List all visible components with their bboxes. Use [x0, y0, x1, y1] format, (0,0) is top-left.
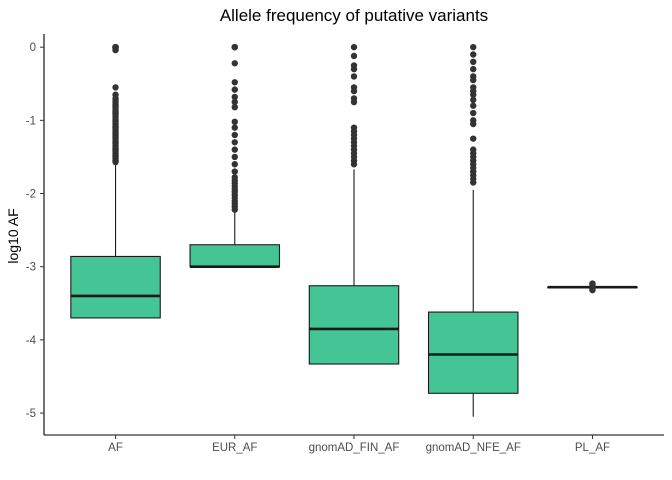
y-axis-ticks: 0 -1 -2 -3 -4 -5 [26, 42, 44, 420]
outlier-point [470, 91, 477, 98]
outlier-point [350, 73, 358, 80]
outlier-point [470, 179, 477, 186]
outlier-point [470, 120, 477, 128]
outlier-point [231, 153, 238, 161]
box-group [547, 280, 638, 294]
outlier-point [231, 93, 238, 101]
outlier-point [470, 96, 477, 104]
y-axis-label: log10 AF [5, 208, 21, 263]
x-tick-label: gnomAD_NFE_AF [426, 442, 521, 454]
outlier-point [231, 131, 238, 139]
outlier-point [350, 65, 358, 73]
box [427, 311, 519, 394]
outlier-point [470, 65, 477, 73]
y-tick-label: -1 [26, 115, 36, 127]
outlier-point [112, 46, 119, 54]
outlier-point [112, 158, 119, 166]
outlier-point [350, 87, 358, 95]
box-group [308, 43, 400, 365]
chart-title: Allele frequency of putative variants [220, 6, 488, 25]
outlier-point [112, 84, 119, 91]
outlier-point [231, 139, 238, 146]
y-tick-label: -2 [26, 189, 36, 201]
outlier-point [231, 118, 238, 126]
outlier-point [350, 52, 358, 60]
outlier-point [231, 146, 238, 153]
outlier-point [470, 51, 477, 58]
outlier-point [231, 168, 238, 175]
x-tick-label: AF [108, 442, 123, 454]
outlier-point [470, 76, 477, 84]
y-tick-label: -4 [26, 335, 37, 347]
outlier-point [231, 98, 238, 106]
y-tick-label: -3 [26, 262, 36, 274]
outlier-point [231, 60, 238, 67]
y-tick-label: 0 [30, 42, 36, 54]
outlier-point [231, 124, 238, 131]
outlier-point [231, 79, 238, 86]
outlier-point [231, 206, 238, 213]
outlier-point [231, 161, 238, 168]
outlier-point [350, 43, 358, 51]
outlier-point [231, 43, 238, 51]
outlier-point [470, 43, 477, 51]
outlier-point [470, 109, 477, 117]
outlier-point [470, 135, 477, 142]
box [308, 285, 400, 365]
outlier-point [470, 102, 477, 109]
box-group [189, 43, 281, 268]
box-group [70, 43, 161, 319]
outlier-point [350, 98, 358, 106]
x-tick-label: PL_AF [575, 442, 610, 454]
box [70, 255, 161, 319]
x-tick-label: gnomAD_FIN_AF [309, 442, 400, 454]
outlier-point [350, 161, 358, 168]
outlier-point [231, 86, 238, 93]
x-axis-ticks: AF EUR_AF gnomAD_FIN_AF gnomAD_NFE_AF PL_AF [108, 435, 610, 454]
plot-area [70, 43, 638, 417]
x-tick-label: EUR_AF [212, 442, 257, 454]
outlier-point [470, 58, 477, 66]
box-group [427, 43, 519, 417]
outlier-point [231, 103, 238, 111]
box [189, 244, 281, 268]
outlier-point [589, 286, 596, 294]
y-tick-label: -5 [26, 408, 36, 420]
